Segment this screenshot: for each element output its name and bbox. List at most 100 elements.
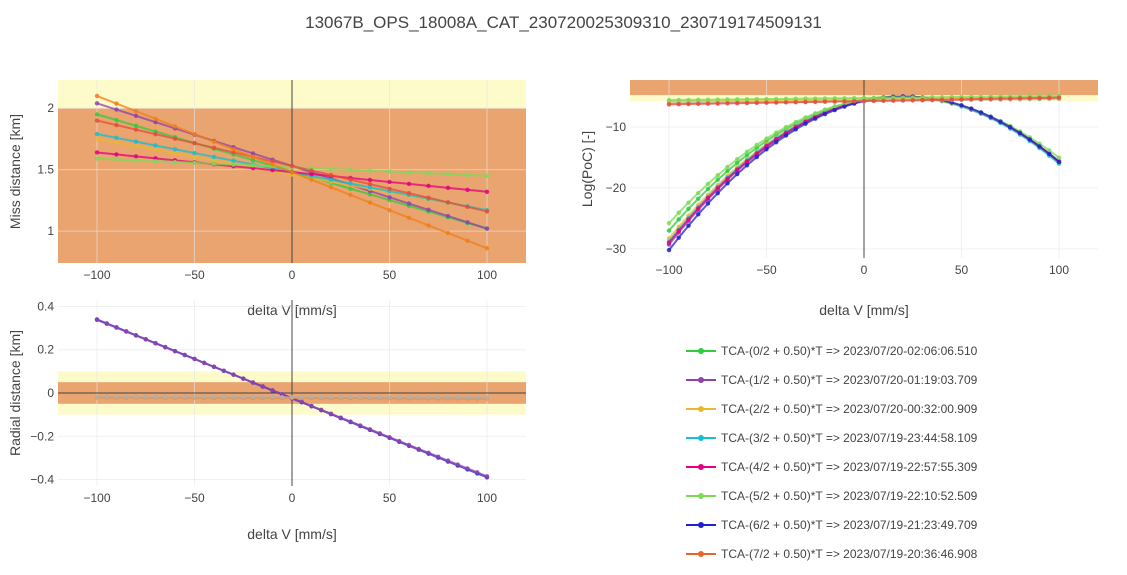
data-point [221,368,226,373]
data-point [832,104,837,109]
data-point [813,96,818,101]
data-point [764,100,769,105]
data-point [832,96,837,101]
data-point [250,151,256,156]
chart-title: 13067B_OPS_18008A_CAT_230720025309310_23… [305,13,822,32]
data-point [744,149,750,155]
data-point [114,117,119,123]
y-tick-label: −0.4 [30,473,54,487]
y-tick-label: 0.4 [37,299,54,313]
legend-item[interactable]: TCA-(2/2 + 0.50)*T => 2023/07/20-00:32:0… [686,399,977,419]
data-point [484,395,490,400]
data-point [319,395,324,400]
data-point [387,186,392,191]
data-point [114,157,119,162]
legend-item[interactable]: TCA-(7/2 + 0.50)*T => 2023/07/19-20:36:4… [686,544,977,564]
data-point [406,442,412,448]
data-point [133,139,139,144]
data-point [182,394,187,400]
data-point [774,100,779,105]
data-point [715,190,720,196]
x-tick-label: −100 [655,263,682,277]
data-point [774,130,779,135]
data-point [465,466,470,471]
legend-swatch [686,341,716,361]
legend-item[interactable]: TCA-(0/2 + 0.50)*T => 2023/07/20-02:06:0… [686,341,977,361]
data-point [172,348,178,354]
legend-item[interactable]: TCA-(4/2 + 0.50)*T => 2023/07/19-22:57:5… [686,457,977,477]
data-point [133,127,139,132]
data-point [328,166,334,172]
data-point [754,100,759,106]
data-point [445,171,451,177]
data-point [397,395,402,400]
data-point [484,226,490,231]
x-tick-label: −50 [184,268,205,282]
data-point [270,167,275,173]
data-point [822,99,828,104]
data-point [475,470,480,475]
y-tick-label: −30 [606,242,627,256]
data-point [426,171,431,176]
data-point [484,173,490,178]
data-point [406,395,412,400]
x-tick-label: 100 [477,268,497,282]
data-point [94,150,100,155]
data-point [309,395,314,400]
x-tick-label: 0 [289,491,296,505]
data-point [832,107,837,113]
data-point [348,395,353,400]
data-point [133,143,139,149]
legend-swatch [686,544,716,564]
data-point [397,438,402,444]
data-point [250,154,256,160]
legend-item[interactable]: TCA-(3/2 + 0.50)*T => 2023/07/19-23:44:5… [686,428,977,448]
data-point [260,395,265,400]
x-tick-label: 50 [955,263,969,277]
data-point [484,209,490,214]
data-point [959,97,964,102]
legend-item[interactable]: TCA-(6/2 + 0.50)*T => 2023/07/19-21:23:4… [686,515,977,535]
data-point [153,116,158,122]
data-point [153,147,158,152]
legend-item[interactable]: TCA-(1/2 + 0.50)*T => 2023/07/20-01:19:0… [686,370,977,390]
legend-item[interactable]: TCA-(5/2 + 0.50)*T => 2023/07/19-22:10:5… [686,486,977,506]
legend-label: TCA-(7/2 + 0.50)*T => 2023/07/19-20:36:4… [721,547,978,561]
data-point [241,376,246,381]
data-point [280,395,285,400]
legend-swatch [686,428,716,448]
data-point [696,101,701,107]
data-point [231,147,236,152]
data-point [133,333,139,338]
legend-swatch [686,486,716,506]
data-point [715,177,720,182]
data-point [465,238,470,243]
data-point [367,427,373,432]
data-point [715,173,720,178]
data-point [289,163,295,169]
x-axis-title: delta V [mm/s] [819,302,908,318]
data-point [803,99,808,105]
x-axis-title: delta V [mm/s] [247,526,336,542]
data-point [484,246,490,251]
data-point [250,395,256,400]
x-tick-label: −100 [83,268,110,282]
data-point [455,462,460,467]
data-point [426,450,431,456]
data-point [211,145,217,150]
data-point [94,136,100,142]
data-point [231,150,236,155]
data-point [1017,96,1023,101]
data-point [94,394,100,400]
data-point [842,99,847,104]
data-point [406,201,412,206]
data-point [455,395,460,400]
data-point [367,168,373,173]
data-point [221,394,226,400]
data-point [735,156,740,162]
data-point [367,181,373,187]
data-point [270,162,275,167]
data-point [358,395,363,400]
data-point [377,395,382,400]
data-point [978,96,984,102]
